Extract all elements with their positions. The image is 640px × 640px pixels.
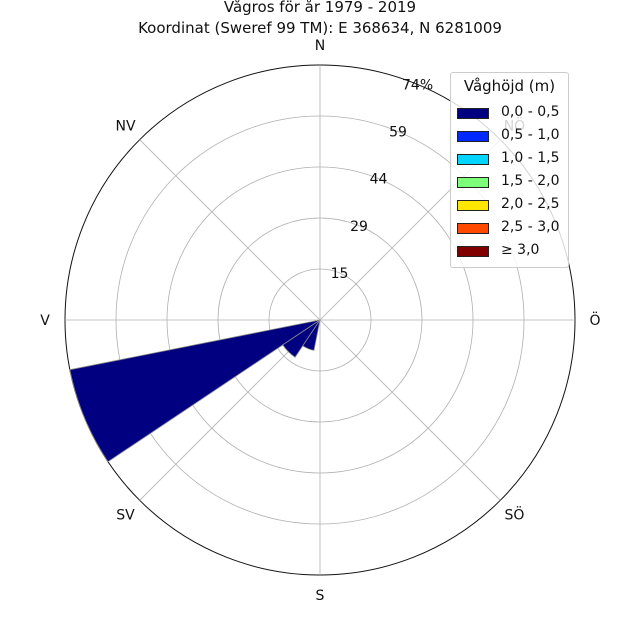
legend-title: Våghöjd (m) [463,77,556,95]
legend: Våghöjd (m) 0,0 - 0,5 0,5 - 1,0 1,0 - 1,… [450,72,569,268]
legend-swatch [457,223,489,234]
direction-label: SV [116,507,135,523]
chart-subtitle: Koordinat (Sweref 99 TM): E 368634, N 62… [138,19,502,37]
angular-gridline [139,139,321,321]
direction-label: S [316,588,325,604]
direction-label: NV [116,119,136,135]
direction-label: Ö [589,311,600,329]
chart-title: Vågros för år 1979 - 2019 [223,0,417,16]
legend-label: ≥ 3,0 [501,242,540,258]
legend-label: 1,0 - 1,5 [501,150,560,166]
angular-gridline [319,319,501,501]
legend-label: 1,5 - 2,0 [501,173,560,189]
radial-tick-label: 29 [350,219,368,235]
direction-label: N [315,38,325,54]
legend-label: 0,0 - 0,5 [501,104,560,120]
legend-swatch [457,246,489,257]
radial-tick-label: 44 [370,172,388,188]
sector-bar [282,319,321,358]
legend-label: 2,0 - 2,5 [501,196,560,212]
legend-swatch [457,200,489,211]
direction-label: SÖ [505,505,525,523]
sector-bar [302,319,321,351]
sector-bar [69,319,321,463]
legend-swatch [457,177,489,188]
legend-label: 0,5 - 1,0 [501,127,560,143]
radial-tick-label: 59 [389,125,407,141]
legend-swatch [457,108,489,119]
legend-label: 2,5 - 3,0 [501,219,560,235]
legend-swatch [457,154,489,165]
radial-tick-label: 74% [402,77,433,93]
direction-label: V [40,313,50,329]
radial-tick-label: 15 [331,266,349,282]
legend-swatch [457,131,489,142]
